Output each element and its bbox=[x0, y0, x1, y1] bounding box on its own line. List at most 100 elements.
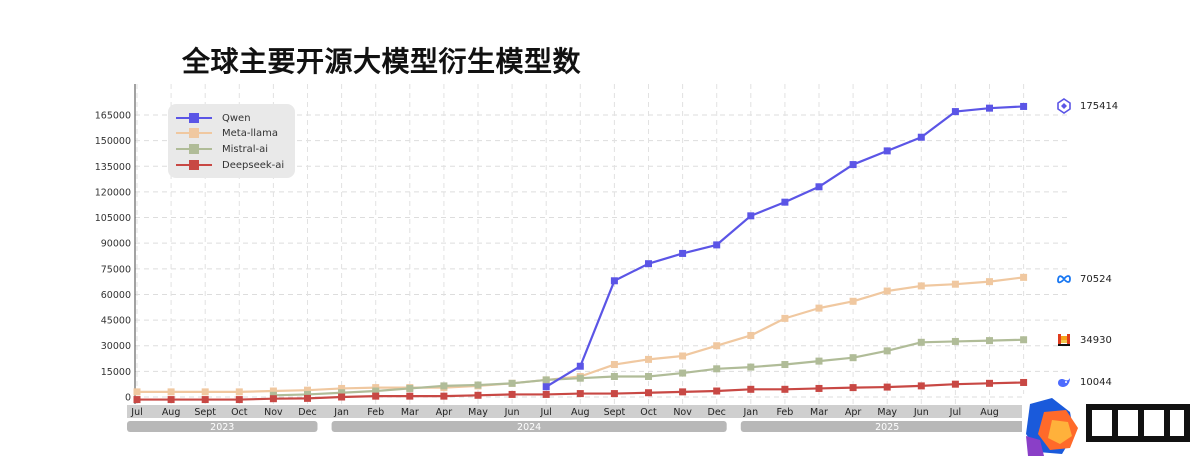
data-point-deepseek-ai bbox=[440, 392, 448, 400]
x-tick-label: Jan bbox=[333, 407, 349, 418]
data-point-meta-llama bbox=[713, 342, 721, 350]
y-tick-label: 165000 bbox=[95, 111, 131, 122]
x-tick-label: Jul bbox=[539, 407, 551, 418]
x-tick-label: Mar bbox=[810, 407, 828, 418]
x-tick-label: Jan bbox=[742, 407, 758, 418]
legend-label: Deepseek-ai bbox=[222, 159, 285, 171]
x-tick-label: Aug bbox=[571, 407, 590, 418]
x-tick-label: Aug bbox=[980, 407, 999, 418]
watermark-logo bbox=[1022, 394, 1200, 460]
data-point-mistral-ai bbox=[406, 384, 414, 392]
data-point-meta-llama bbox=[235, 388, 243, 396]
data-point-qwen bbox=[679, 249, 687, 257]
x-axis-month-band bbox=[127, 405, 1068, 418]
y-tick-label: 30000 bbox=[101, 341, 131, 352]
data-point-deepseek-ai bbox=[576, 390, 584, 398]
y-tick-label: 105000 bbox=[95, 213, 131, 224]
end-value: 34930 bbox=[1080, 334, 1112, 346]
end-label-qwen: 175414 bbox=[1056, 98, 1118, 114]
data-point-deepseek-ai bbox=[304, 394, 311, 402]
meta-logo-icon bbox=[1056, 271, 1072, 287]
data-point-mistral-ai bbox=[849, 354, 857, 362]
legend-label: Meta-llama bbox=[222, 127, 278, 139]
data-point-deepseek-ai bbox=[1020, 378, 1028, 386]
data-point-mistral-ai bbox=[610, 372, 618, 380]
data-point-mistral-ai bbox=[883, 347, 891, 355]
data-point-deepseek-ai bbox=[508, 390, 516, 398]
data-point-deepseek-ai bbox=[713, 387, 721, 395]
data-point-deepseek-ai bbox=[133, 396, 141, 404]
legend-item-mistral-ai: Mistral-ai bbox=[176, 141, 268, 157]
end-label-deepseek-ai: 10044 bbox=[1056, 374, 1112, 390]
x-tick-label: Oct bbox=[231, 407, 248, 418]
data-point-meta-llama bbox=[167, 388, 175, 396]
x-tick-label: Dec bbox=[708, 407, 726, 418]
data-point-mistral-ai bbox=[986, 337, 993, 345]
data-point-deepseek-ai bbox=[883, 383, 891, 391]
data-point-meta-llama bbox=[201, 388, 209, 396]
end-value: 175414 bbox=[1080, 100, 1119, 112]
data-point-meta-llama bbox=[645, 355, 652, 363]
deepseek-logo-icon bbox=[1056, 374, 1072, 390]
data-point-qwen bbox=[542, 383, 550, 391]
y-tick-label: 75000 bbox=[101, 264, 131, 275]
data-point-deepseek-ai bbox=[201, 396, 209, 404]
data-point-mistral-ai bbox=[576, 374, 584, 382]
data-point-qwen bbox=[815, 183, 823, 191]
chart-title: 全球主要开源大模型衍生模型数 bbox=[182, 45, 582, 78]
end-label-mistral-ai: 34930 bbox=[1056, 332, 1112, 348]
x-tick-label: Aug bbox=[162, 407, 181, 418]
year-label: 2025 bbox=[875, 422, 899, 433]
data-point-deepseek-ai bbox=[542, 390, 550, 398]
data-point-mistral-ai bbox=[679, 369, 687, 377]
data-point-deepseek-ai bbox=[917, 382, 925, 390]
x-tick-label: Oct bbox=[640, 407, 657, 418]
data-point-mistral-ai bbox=[508, 379, 516, 387]
data-point-deepseek-ai bbox=[645, 389, 652, 397]
data-point-qwen bbox=[781, 198, 789, 206]
data-point-deepseek-ai bbox=[986, 379, 993, 387]
y-tick-label: 15000 bbox=[101, 367, 131, 378]
data-point-meta-llama bbox=[781, 314, 789, 322]
year-label: 2024 bbox=[517, 422, 541, 433]
data-point-mistral-ai bbox=[747, 363, 755, 371]
data-point-mistral-ai bbox=[815, 357, 823, 365]
x-tick-label: Jul bbox=[949, 407, 961, 418]
data-point-qwen bbox=[986, 104, 993, 112]
data-point-mistral-ai bbox=[372, 387, 380, 395]
data-point-mistral-ai bbox=[338, 389, 346, 397]
data-point-meta-llama bbox=[133, 388, 141, 396]
data-point-meta-llama bbox=[304, 386, 311, 394]
data-point-mistral-ai bbox=[1020, 336, 1028, 344]
data-point-qwen bbox=[713, 241, 721, 249]
data-point-mistral-ai bbox=[645, 372, 652, 380]
data-point-mistral-ai bbox=[542, 376, 550, 384]
data-point-deepseek-ai bbox=[849, 384, 857, 392]
data-point-deepseek-ai bbox=[269, 395, 277, 403]
legend-item-meta-llama: Meta-llama bbox=[176, 125, 278, 141]
data-point-mistral-ai bbox=[440, 382, 448, 390]
x-tick-label: Jun bbox=[913, 407, 929, 418]
x-tick-label: Mar bbox=[401, 407, 419, 418]
data-point-deepseek-ai bbox=[610, 390, 618, 398]
y-tick-label: 60000 bbox=[101, 290, 131, 301]
data-point-qwen bbox=[1020, 102, 1028, 110]
y-tick-label: 150000 bbox=[95, 136, 131, 147]
data-point-mistral-ai bbox=[304, 390, 311, 398]
data-point-deepseek-ai bbox=[167, 396, 175, 404]
x-tick-label: Sept bbox=[194, 407, 216, 418]
data-point-mistral-ai bbox=[713, 365, 721, 373]
x-tick-label: Sept bbox=[604, 407, 626, 418]
data-point-meta-llama bbox=[679, 352, 687, 360]
x-tick-label: Nov bbox=[264, 407, 283, 418]
data-point-qwen bbox=[883, 147, 891, 155]
data-point-qwen bbox=[849, 161, 857, 169]
data-point-meta-llama bbox=[986, 278, 993, 286]
y-tick-label: 135000 bbox=[95, 162, 131, 173]
legend-item-deepseek-ai: Deepseek-ai bbox=[176, 157, 284, 173]
x-tick-label: Apr bbox=[436, 407, 453, 418]
data-point-mistral-ai bbox=[951, 337, 959, 345]
data-point-qwen bbox=[610, 277, 618, 285]
data-point-deepseek-ai bbox=[474, 391, 482, 399]
